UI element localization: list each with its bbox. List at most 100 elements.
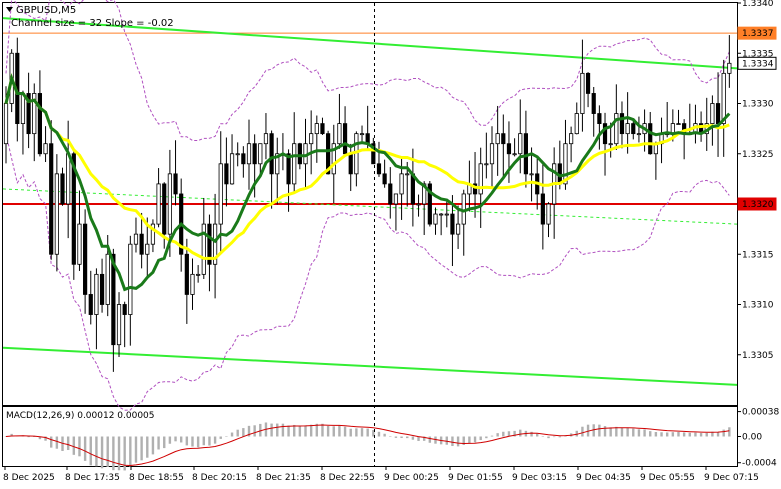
candle-body — [422, 183, 427, 205]
macd-histogram-bar — [654, 432, 658, 437]
macd-histogram-bar — [473, 436, 477, 443]
macd-histogram-bar — [694, 432, 697, 437]
macd-histogram-bar — [151, 436, 155, 455]
price-label-box — [737, 56, 777, 70]
macd-histogram-bar — [259, 423, 262, 437]
candle-body — [116, 304, 122, 346]
macd-histogram-bar — [598, 424, 601, 437]
candle-body — [60, 173, 65, 205]
macd-histogram-bar — [671, 432, 675, 437]
candle-body — [297, 143, 302, 165]
candle-body — [66, 153, 71, 205]
candle-body — [371, 143, 376, 165]
macd-histogram-bar — [134, 436, 138, 463]
time-tick-label: 9 Dec 04:35 — [576, 473, 631, 483]
time-tick-label: 8 Dec 20:15 — [192, 473, 247, 483]
macd-histogram-bar — [536, 433, 539, 437]
candle-body — [631, 123, 636, 135]
time-tick-label: 8 Dec 2025 — [3, 473, 55, 483]
candle-body — [326, 133, 331, 175]
macd-histogram-bar — [117, 436, 121, 471]
candle-body — [224, 163, 229, 185]
macd-histogram-bar — [309, 424, 313, 437]
macd-tick-label: -0.0004 — [742, 459, 777, 469]
price-label-box — [737, 197, 777, 211]
candle-body — [376, 163, 382, 175]
macd-histogram-bar — [552, 436, 556, 438]
time-tick-label: 8 Dec 18:55 — [129, 473, 184, 483]
candle-body — [444, 213, 449, 216]
macd-histogram-bar — [4, 436, 8, 437]
macd-histogram-bar — [83, 436, 87, 461]
macd-histogram-bar — [146, 436, 149, 458]
candle-body — [337, 123, 342, 145]
candle-body — [405, 173, 410, 176]
macd-histogram-bar — [44, 436, 47, 441]
candle-body — [252, 143, 257, 165]
macd-histogram-bar — [575, 430, 578, 437]
macd-histogram-bar — [383, 433, 386, 437]
candle-body — [241, 153, 246, 165]
macd-histogram-bar — [349, 428, 352, 437]
macd-histogram-bar — [688, 432, 691, 437]
macd-histogram-bar — [586, 424, 590, 437]
candle-body — [20, 93, 26, 124]
macd-signal-line — [5, 424, 730, 467]
candle-body — [26, 93, 31, 135]
macd-histogram-bar — [242, 428, 245, 437]
candle-body — [715, 103, 721, 125]
macd-histogram-bar — [626, 427, 629, 437]
candle-body — [320, 123, 325, 135]
macd-histogram-bar — [660, 432, 663, 437]
macd-histogram-bar — [649, 431, 652, 437]
macd-histogram-bar — [230, 432, 234, 437]
candle-body — [455, 223, 461, 235]
bollinger-bands — [5, 0, 730, 411]
candle-body — [162, 183, 167, 235]
macd-histogram-bar — [632, 428, 635, 437]
candle-body — [105, 253, 110, 305]
symbol-label: GBPUSD,M5 — [16, 5, 76, 16]
macd-histogram-bar — [490, 435, 494, 437]
channel-lower-line — [2, 346, 738, 386]
candle-body — [184, 253, 189, 295]
candle-body — [597, 113, 602, 125]
candle-body — [49, 143, 54, 255]
macd-histogram-bar — [55, 436, 59, 449]
candle-body — [150, 223, 156, 245]
macd-histogram-bar — [123, 436, 126, 471]
candle-body — [71, 153, 76, 265]
chart-subtitle: Channel size = 32 Slope = -0.02 — [11, 18, 174, 29]
candle-body — [173, 173, 178, 195]
macd-histogram-bar — [100, 436, 104, 469]
candle-body — [614, 113, 619, 145]
macd-histogram-bar — [434, 436, 437, 444]
macd-histogram-bar — [496, 433, 499, 437]
candle-body — [393, 193, 399, 205]
macd-histogram-bar — [332, 426, 335, 437]
candle-body — [585, 72, 591, 94]
macd-histogram-bar — [716, 431, 720, 437]
candle-body — [342, 123, 348, 155]
candle-body — [591, 93, 596, 114]
horizontal-levels — [3, 32, 737, 205]
macd-histogram-bar — [360, 428, 364, 437]
candle-body — [563, 143, 568, 185]
candle-body — [727, 62, 732, 74]
candle-body — [433, 213, 438, 225]
candle-body — [37, 93, 43, 155]
candle-body — [218, 163, 223, 225]
price-tick-label: 1.3315 — [742, 250, 774, 260]
macd-histogram-bar — [394, 436, 398, 438]
bollinger-lower — [5, 133, 730, 411]
price-labels: 1.3337 1.3334 1.3320 — [737, 26, 777, 211]
macd-histogram-bar — [502, 431, 505, 437]
price-label-box — [737, 26, 777, 40]
candle-body — [122, 304, 127, 315]
candle-body — [133, 233, 139, 245]
candle-body — [201, 223, 206, 275]
macd-histogram-bar — [547, 436, 550, 439]
macd-tick-label: 0.00038 — [742, 408, 779, 418]
macd-tick-label: 0.00 — [742, 433, 762, 443]
